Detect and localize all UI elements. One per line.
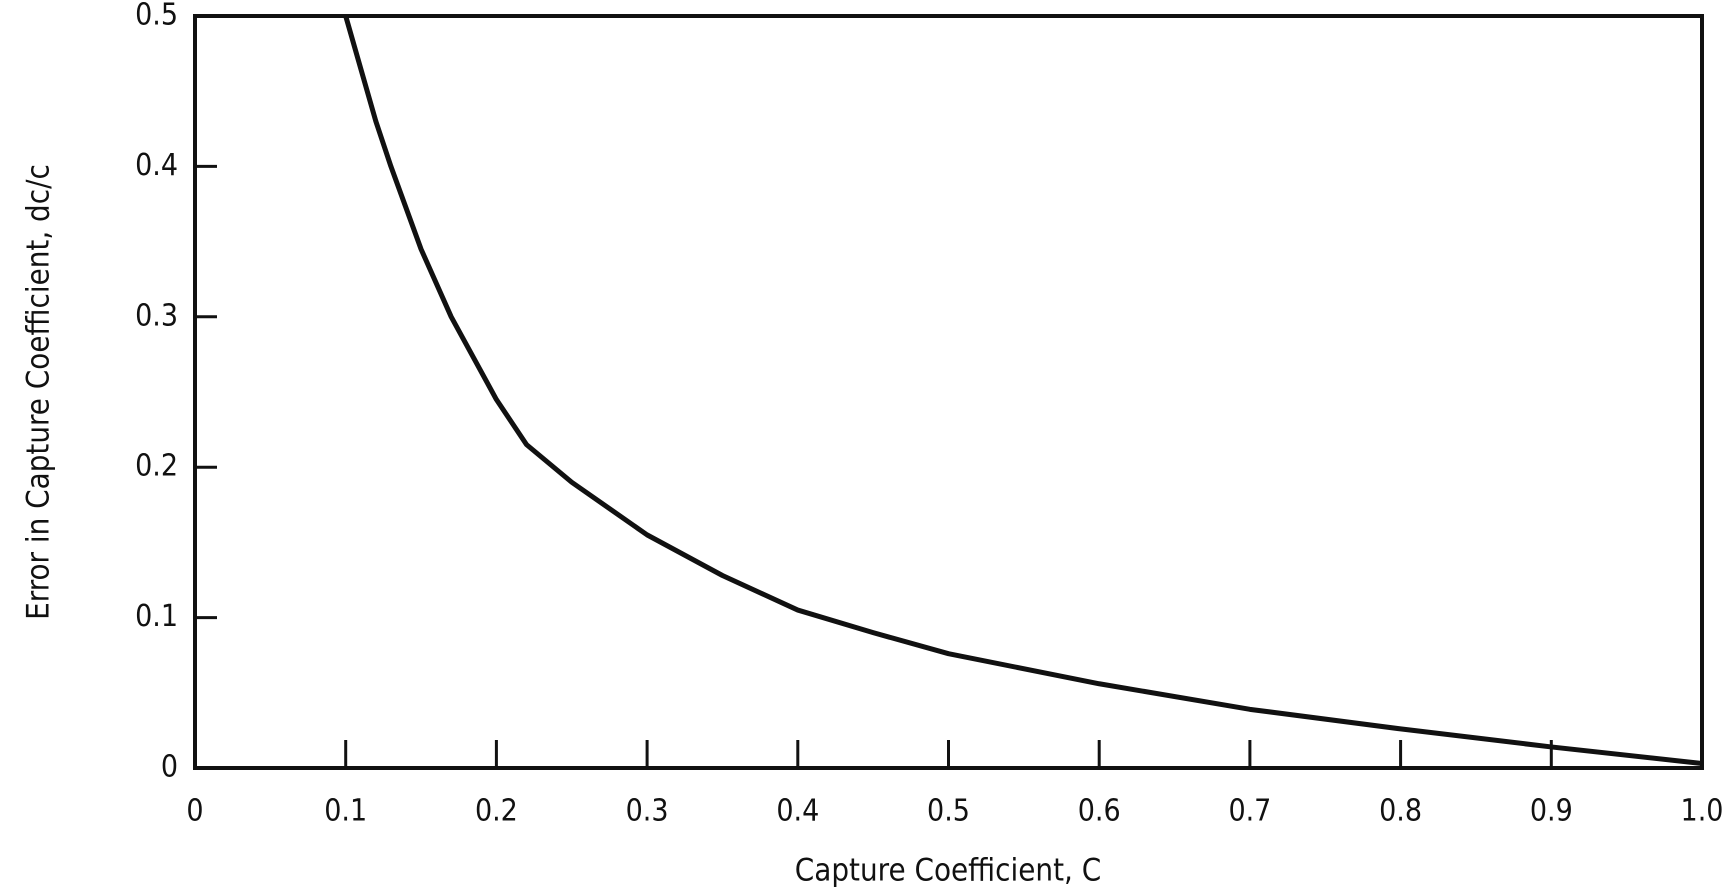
- y-tick-label: 0: [161, 750, 178, 785]
- y-tick-label: 0.4: [135, 148, 178, 183]
- y-tick-label: 0.5: [135, 0, 178, 33]
- curve: [343, 15, 1703, 766]
- x-tick-label: 0.8: [1379, 794, 1422, 829]
- x-tick-label: 0.6: [1078, 794, 1121, 829]
- x-tick-label: 0: [186, 794, 203, 829]
- x-tick-label: 1.0: [1681, 794, 1724, 829]
- y-tick-label: 0.1: [135, 599, 178, 634]
- x-tick-label: 0.5: [927, 794, 970, 829]
- x-tick-label: 0.7: [1228, 794, 1271, 829]
- y-axis-title: Error in Capture Coefficient, dc/c: [21, 164, 57, 620]
- y-tick-label: 0.2: [135, 449, 178, 484]
- y-tick-label: 0.3: [135, 298, 178, 333]
- x-axis-title: Capture Coefficient, C: [795, 853, 1101, 889]
- x-tick-label: 0.3: [626, 794, 669, 829]
- x-tick-label: 0.2: [475, 794, 518, 829]
- x-tick-label: 0.1: [324, 794, 367, 829]
- x-tick-label: 0.9: [1530, 794, 1573, 829]
- x-tick-label: 0.4: [776, 794, 819, 829]
